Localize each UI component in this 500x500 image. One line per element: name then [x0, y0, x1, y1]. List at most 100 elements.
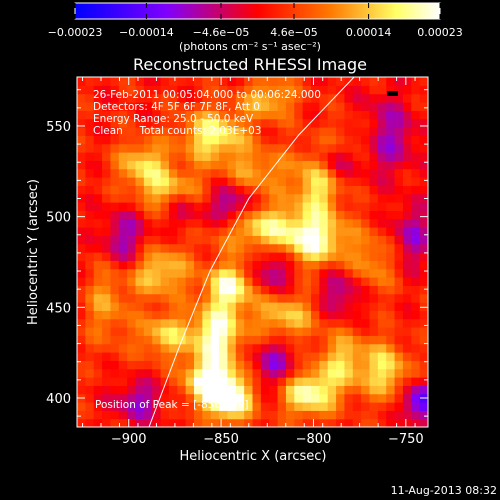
heatmap-cell: [143, 93, 153, 103]
heatmap-cell: [160, 85, 170, 95]
heatmap-cell: [135, 143, 145, 153]
heatmap-cell: [93, 77, 103, 86]
heatmap-cell: [168, 260, 178, 270]
heatmap-cell: [152, 177, 162, 186]
heatmap-cell: [344, 285, 354, 295]
heatmap-cell: [185, 327, 195, 336]
heatmap-cell: [244, 135, 254, 145]
heatmap-cell: [110, 360, 120, 370]
heatmap-cell: [118, 168, 128, 178]
heatmap-cell: [85, 368, 95, 378]
heatmap-cell: [361, 243, 371, 253]
heatmap-cell: [277, 218, 287, 228]
heatmap-cell: [402, 168, 412, 178]
heatmap-cell: [202, 102, 212, 111]
heatmap-cell: [110, 410, 120, 420]
heatmap-cell: [277, 318, 287, 328]
heatmap-cell: [386, 152, 396, 161]
heatmap-cell: [352, 318, 362, 328]
heatmap-cell: [77, 235, 86, 245]
heatmap-cell: [361, 152, 371, 161]
heatmap-cell: [244, 85, 254, 95]
heatmap-cell: [352, 102, 362, 111]
heatmap-cell: [294, 377, 304, 386]
heatmap-cell: [110, 110, 120, 120]
heatmap-cell: [327, 327, 337, 336]
heatmap-cell: [294, 143, 304, 153]
heatmap-cell: [311, 118, 320, 128]
heatmap-cell: [210, 218, 220, 228]
heatmap-cell: [302, 252, 312, 261]
heatmap-cell: [160, 77, 170, 86]
heatmap-cell: [160, 377, 170, 386]
heatmap-cell: [269, 127, 279, 136]
heatmap-cell: [227, 227, 237, 236]
heatmap-cell: [419, 343, 428, 353]
heatmap-cell: [336, 352, 346, 361]
heatmap-cell: [202, 368, 212, 378]
heatmap-cell: [269, 143, 279, 153]
heatmap-cell: [260, 352, 270, 361]
heatmap-cell: [319, 418, 329, 427]
heatmap-cell: [77, 185, 86, 195]
heatmap-cell: [319, 252, 329, 261]
heatmap-cell: [269, 93, 279, 103]
heatmap-cell: [194, 360, 203, 370]
heatmap-cell: [194, 168, 203, 178]
heatmap-cell: [152, 235, 162, 245]
heatmap-cell: [369, 377, 379, 386]
heatmap-cell: [118, 118, 128, 128]
heatmap-cell: [386, 360, 396, 370]
heatmap-cell: [110, 193, 120, 203]
heatmap-cell: [102, 318, 112, 328]
heatmap-cell: [336, 285, 346, 295]
heatmap-cell: [285, 327, 295, 336]
heatmap-cell: [411, 368, 421, 378]
heatmap-cell: [135, 252, 145, 261]
heatmap-cell: [210, 277, 220, 286]
heatmap-cell: [319, 85, 329, 95]
heatmap-cell: [127, 310, 137, 320]
heatmap-cell: [143, 102, 153, 111]
heatmap-cell: [327, 410, 337, 420]
heatmap-cell: [194, 218, 203, 228]
heatmap-cell: [185, 202, 195, 211]
heatmap-cell: [302, 327, 312, 336]
heatmap-cell: [93, 252, 103, 261]
heatmap-cell: [160, 135, 170, 145]
heatmap-cell: [210, 202, 220, 211]
heatmap-cell: [419, 127, 428, 136]
heatmap-cell: [285, 218, 295, 228]
heatmap-cell: [160, 360, 170, 370]
heatmap-cell: [394, 210, 404, 220]
heatmap-cell: [419, 402, 428, 411]
heatmap-cell: [411, 127, 421, 136]
heatmap-cell: [369, 235, 379, 245]
heatmap-cell: [143, 327, 153, 336]
heatmap-cell: [235, 168, 245, 178]
heatmap-cell: [252, 168, 262, 178]
heatmap-cell: [202, 293, 212, 303]
heatmap-cell: [235, 135, 245, 145]
heatmap-cell: [311, 293, 320, 303]
heatmap-cell: [361, 327, 371, 336]
heatmap-cell: [202, 377, 212, 386]
heatmap-cell: [85, 235, 95, 245]
heatmap-cell: [185, 385, 195, 395]
heatmap-cell: [110, 177, 120, 186]
heatmap-cell: [185, 318, 195, 328]
heatmap-cell: [277, 110, 287, 120]
heatmap-cell: [311, 210, 320, 220]
heatmap-cell: [336, 293, 346, 303]
heatmap-cell: [252, 202, 262, 211]
heatmap-cell: [394, 327, 404, 336]
heatmap-cell: [402, 368, 412, 378]
heatmap-cell: [260, 360, 270, 370]
heatmap-cell: [269, 110, 279, 120]
heatmap-cell: [118, 110, 128, 120]
heatmap-cell: [369, 302, 379, 311]
heatmap-cell: [311, 202, 320, 211]
heatmap-cell: [127, 202, 137, 211]
heatmap-cell: [336, 393, 346, 403]
heatmap-cell: [269, 268, 279, 278]
